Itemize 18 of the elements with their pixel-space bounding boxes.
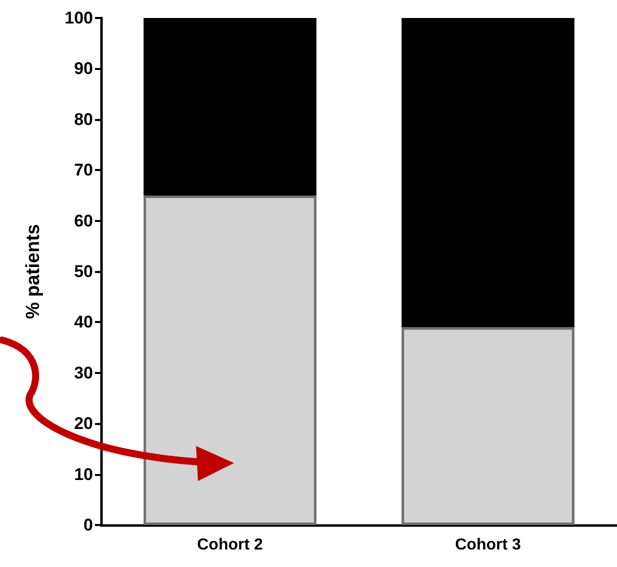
y-tick-label: 80 <box>74 110 93 129</box>
y-tick-label: 90 <box>74 59 93 78</box>
y-tick-label: 60 <box>74 211 93 230</box>
y-tick-label: 70 <box>74 160 93 180</box>
bar <box>144 18 316 196</box>
x-tick-label: Cohort 3 <box>455 536 521 554</box>
x-tick-label: Cohort 2 <box>197 536 263 554</box>
y-tick-label: 40 <box>74 312 93 332</box>
y-axis-title: % patients <box>23 224 44 320</box>
y-tick-label: 20 <box>74 414 93 434</box>
y-tick-label: 50 <box>74 262 93 281</box>
bar <box>402 18 574 328</box>
y-tick-label: 30 <box>74 363 93 382</box>
bar <box>402 327 574 525</box>
y-tick-label: 100 <box>64 8 93 28</box>
y-tick-label: 0 <box>84 516 93 534</box>
y-tick-label: 10 <box>74 464 93 484</box>
bar <box>144 195 316 525</box>
